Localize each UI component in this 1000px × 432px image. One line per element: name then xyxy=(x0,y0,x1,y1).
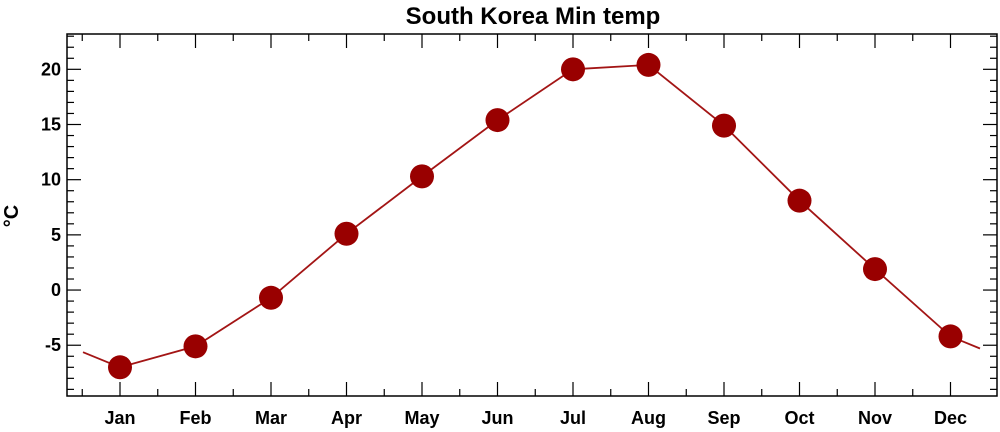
data-points xyxy=(108,52,963,380)
x-tick-label: Jan xyxy=(104,408,135,428)
x-tick-label: Aug xyxy=(631,408,666,428)
y-tick-labels: -5 0 5 10 15 20 xyxy=(41,59,61,355)
data-point-nov xyxy=(863,257,887,282)
y-tick-label: 0 xyxy=(51,280,61,300)
x-tick-label: May xyxy=(404,408,439,428)
data-point-apr xyxy=(334,221,359,246)
data-point-may xyxy=(410,164,434,189)
x-tick-label: Mar xyxy=(255,408,287,428)
x-tick-label: Feb xyxy=(179,408,211,428)
data-point-oct xyxy=(787,188,812,213)
y-tick-label: 10 xyxy=(41,170,61,190)
y-tick-label: 5 xyxy=(51,225,61,245)
y-tick-label: 15 xyxy=(41,115,61,135)
series-line xyxy=(82,63,981,369)
y-tick-label: -5 xyxy=(45,335,61,355)
data-point-jul xyxy=(561,57,585,82)
chart-title: South Korea Min temp xyxy=(406,3,661,30)
data-point-jun xyxy=(485,108,510,133)
data-point-dec xyxy=(938,324,963,349)
data-point-feb xyxy=(183,334,208,359)
y-tick-label: 20 xyxy=(41,59,61,79)
y-axis-label: °C xyxy=(1,205,23,227)
x-tick-label: Dec xyxy=(934,408,967,428)
x-tick-label: Sep xyxy=(707,408,740,428)
x-tick-label: Jul xyxy=(560,408,586,428)
data-point-sep xyxy=(712,113,736,138)
plot-frame xyxy=(66,33,998,397)
x-tick-label: Nov xyxy=(858,408,892,428)
x-tick-label: Apr xyxy=(331,408,362,428)
data-point-jan xyxy=(108,355,132,380)
data-point-aug xyxy=(636,52,661,77)
x-tick-label: Jun xyxy=(481,408,513,428)
x-tick-label: Oct xyxy=(784,408,814,428)
data-point-mar xyxy=(259,285,283,310)
axis-ticks xyxy=(67,34,997,396)
x-tick-labels: Jan Feb Mar Apr May Jun Jul Aug Sep Oct Nov Dec xyxy=(104,408,967,428)
